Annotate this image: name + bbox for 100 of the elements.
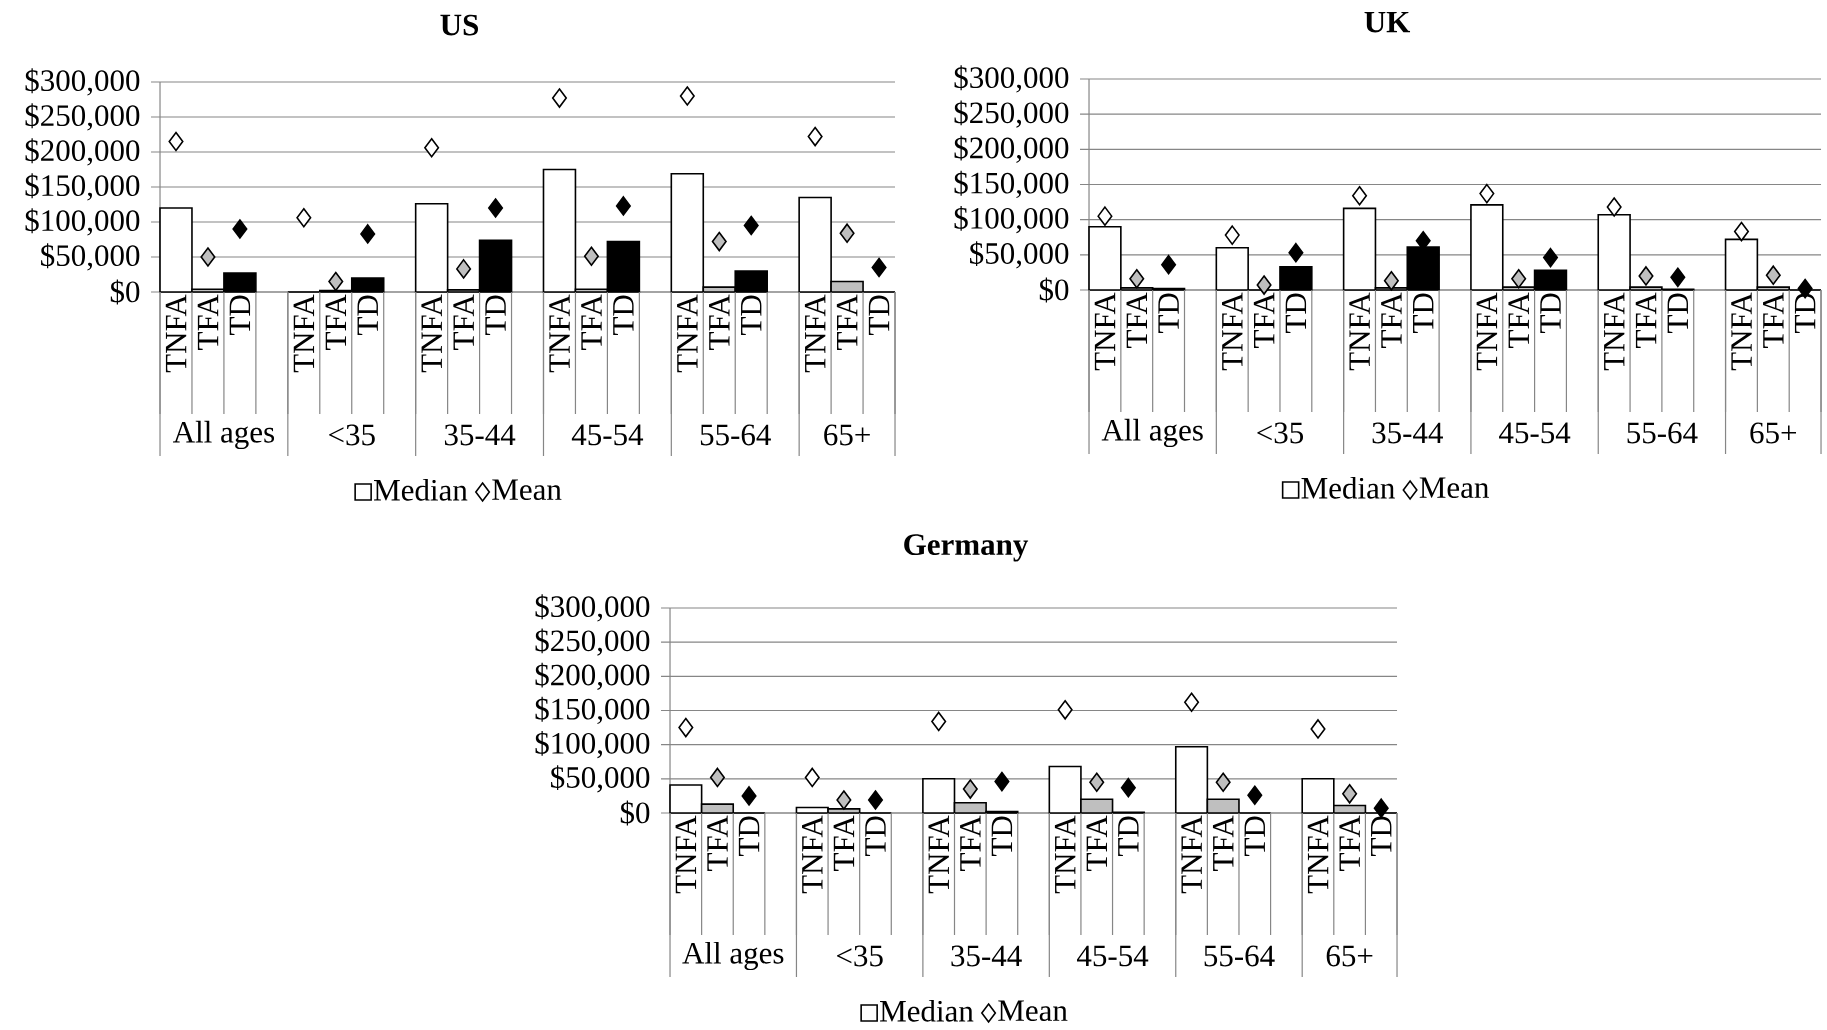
text: All ages <box>173 420 275 450</box>
x-tick-label: TFA <box>1508 292 1529 348</box>
legend-label: Mean <box>1419 477 1489 499</box>
x-tick-label: TNFA <box>1349 292 1370 371</box>
x-tick-label: TD <box>1118 816 1139 856</box>
y-tick-label: $50,000 <box>970 241 1069 269</box>
x-tick-label: TNFA <box>1094 292 1116 371</box>
text: 65+ <box>1326 945 1373 967</box>
y-tick-label: $100,000 <box>954 206 1069 234</box>
x-tick-label: TNFA <box>549 294 570 373</box>
x-tick-label: TFA <box>1126 292 1147 348</box>
x-tick-label: TNFA <box>1603 292 1625 371</box>
x-tick-label: TD <box>1371 816 1392 856</box>
text: 45-54 <box>571 424 644 446</box>
legend-label: Median <box>880 999 974 1022</box>
x-tick-label: TD <box>865 816 886 856</box>
text: <35 <box>836 945 883 967</box>
x-tick-label: TFA <box>325 294 347 350</box>
x-tick-label: TFA <box>1212 815 1234 871</box>
x-tick-label: TFA <box>1763 292 1784 348</box>
text: 55-64 <box>1627 422 1698 444</box>
x-tick-label: TNFA <box>421 294 442 373</box>
text: 35-44 <box>1372 422 1443 444</box>
y-tick-label: $150,000 <box>954 170 1069 199</box>
y-tick-label: $0 <box>620 800 650 826</box>
y-tick-label: $0 <box>1039 277 1069 303</box>
y-tick-label: $300,000 <box>535 594 650 622</box>
x-tick-label: TNFA <box>1181 815 1202 894</box>
x-tick-label: TNFA <box>1731 292 1752 371</box>
y-tick-label: $300,000 <box>954 65 1069 93</box>
text: <35 <box>329 424 375 446</box>
x-tick-label: TFA <box>833 815 855 871</box>
y-tick-label: $250,000 <box>535 628 650 656</box>
x-tick-label: TD <box>1667 293 1688 333</box>
y-tick-label: $300,000 <box>25 68 140 96</box>
x-tick-label: TFA <box>709 294 730 350</box>
x-tick-label: TD <box>1540 293 1561 333</box>
chart-title: US <box>440 14 478 36</box>
y-tick-label: $150,000 <box>535 696 650 725</box>
text: 65+ <box>824 424 870 446</box>
legend-label: Mean <box>998 1000 1068 1022</box>
x-tick-label: TD <box>1244 816 1265 856</box>
y-tick-label: $200,000 <box>25 138 140 166</box>
y-tick-label: $200,000 <box>535 662 650 690</box>
legend-label: Median <box>374 478 468 501</box>
x-tick-label: TNFA <box>1222 292 1243 371</box>
text: 35-44 <box>951 945 1022 967</box>
chart-title: Germany <box>904 534 1029 562</box>
x-tick-label: TNFA <box>928 815 949 894</box>
text: All ages <box>1101 418 1203 448</box>
x-tick-label: TFA <box>197 294 219 350</box>
y-tick-label: $250,000 <box>954 100 1069 128</box>
y-tick-label: $0 <box>110 279 140 305</box>
x-tick-label: TNFA <box>293 294 315 373</box>
y-tick-label: $100,000 <box>25 208 140 236</box>
x-tick-label: TD <box>1794 293 1816 333</box>
text: All ages <box>682 941 784 971</box>
x-tick-label: TD <box>868 295 890 335</box>
x-tick-label: TFA <box>1381 292 1402 348</box>
y-tick-label: $100,000 <box>535 731 650 759</box>
text: <35 <box>1257 422 1304 444</box>
x-tick-label: TD <box>485 295 506 335</box>
chart-title: UK <box>1364 11 1411 33</box>
x-tick-label: TNFA <box>802 815 823 894</box>
y-tick-label: $50,000 <box>551 765 650 793</box>
x-tick-label: TD <box>991 816 1013 856</box>
x-tick-label: TD <box>741 295 762 335</box>
x-tick-label: TFA <box>1339 815 1360 871</box>
x-tick-label: TD <box>613 295 634 335</box>
y-tick-label: $200,000 <box>954 135 1069 163</box>
y-tick-label: $250,000 <box>25 103 140 131</box>
text: 45-54 <box>1499 422 1571 444</box>
x-tick-label: TNFA <box>1054 815 1076 894</box>
legend-label: Mean <box>492 479 562 501</box>
text: 55-64 <box>1204 945 1275 967</box>
x-tick-label: TD <box>229 295 251 335</box>
x-tick-label: TD <box>738 816 760 856</box>
x-tick-label: TFA <box>707 815 728 871</box>
text: 55-64 <box>700 424 771 446</box>
x-tick-label: TD <box>1413 293 1434 333</box>
text: 45-54 <box>1076 945 1149 967</box>
x-tick-label: TNFA <box>675 815 697 894</box>
x-tick-label: TFA <box>581 294 602 350</box>
x-tick-label: TFA <box>960 815 981 871</box>
y-tick-label: $150,000 <box>25 173 140 201</box>
text: 35-44 <box>444 424 516 446</box>
x-tick-label: TD <box>1158 293 1179 333</box>
x-tick-label: TNFA <box>165 294 187 373</box>
x-tick-label: TD <box>1285 293 1307 333</box>
y-tick-label: $50,000 <box>41 243 140 271</box>
x-tick-label: TNFA <box>1307 815 1329 894</box>
x-tick-label: TFA <box>453 294 474 350</box>
x-tick-label: TD <box>357 295 378 335</box>
x-tick-label: TNFA <box>677 294 698 373</box>
text: 65+ <box>1750 422 1797 444</box>
x-tick-label: TFA <box>1635 292 1657 348</box>
x-tick-label: TNFA <box>804 294 826 373</box>
legend-label: Median <box>1301 476 1395 499</box>
x-tick-label: TFA <box>836 294 858 350</box>
x-tick-label: TFA <box>1253 292 1275 348</box>
